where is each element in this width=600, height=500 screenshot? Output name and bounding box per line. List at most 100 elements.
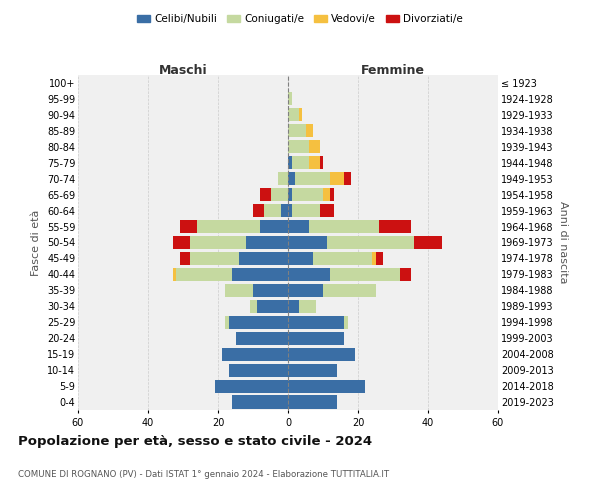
Bar: [288, 268, 330, 281]
Bar: [173, 268, 288, 281]
Bar: [288, 332, 344, 345]
Bar: [197, 220, 288, 233]
Bar: [271, 188, 288, 201]
Bar: [288, 284, 323, 297]
Bar: [190, 252, 288, 265]
Bar: [288, 284, 376, 297]
Bar: [250, 300, 288, 313]
Bar: [235, 332, 288, 345]
Bar: [288, 316, 347, 329]
Bar: [288, 220, 410, 233]
Bar: [288, 364, 337, 376]
Bar: [288, 204, 320, 217]
Bar: [263, 204, 288, 217]
Bar: [288, 300, 316, 313]
Bar: [229, 364, 288, 376]
Bar: [225, 316, 288, 329]
Bar: [253, 204, 288, 217]
Bar: [225, 284, 288, 297]
Bar: [288, 236, 326, 249]
Bar: [221, 348, 288, 360]
Bar: [288, 396, 337, 408]
Bar: [197, 220, 288, 233]
Bar: [288, 380, 365, 392]
Bar: [288, 252, 313, 265]
Bar: [173, 236, 288, 249]
Bar: [288, 220, 379, 233]
Bar: [246, 236, 288, 249]
Bar: [288, 364, 337, 376]
Bar: [179, 252, 288, 265]
Bar: [288, 348, 355, 360]
Bar: [232, 268, 288, 281]
Bar: [288, 220, 379, 233]
Bar: [288, 236, 442, 249]
Bar: [221, 348, 288, 360]
Bar: [288, 284, 376, 297]
Bar: [221, 348, 288, 360]
Bar: [239, 252, 288, 265]
Bar: [288, 332, 344, 345]
Bar: [235, 332, 288, 345]
Text: COMUNE DI ROGNANO (PV) - Dati ISTAT 1° gennaio 2024 - Elaborazione TUTTITALIA.IT: COMUNE DI ROGNANO (PV) - Dati ISTAT 1° g…: [18, 470, 389, 479]
Bar: [288, 156, 320, 170]
Bar: [288, 92, 292, 106]
Bar: [257, 300, 288, 313]
Bar: [288, 156, 292, 170]
Bar: [288, 396, 337, 408]
Bar: [288, 140, 320, 153]
Bar: [288, 188, 330, 201]
Bar: [288, 172, 351, 185]
Bar: [260, 220, 288, 233]
Bar: [288, 268, 410, 281]
Bar: [288, 236, 414, 249]
Bar: [288, 332, 344, 345]
Bar: [288, 300, 299, 313]
Y-axis label: Anni di nascita: Anni di nascita: [557, 201, 568, 284]
Bar: [277, 172, 288, 185]
Bar: [288, 348, 355, 360]
Bar: [288, 172, 330, 185]
Bar: [288, 284, 376, 297]
Legend: Celibi/Nubili, Coniugati/e, Vedovi/e, Divorziati/e: Celibi/Nubili, Coniugati/e, Vedovi/e, Di…: [133, 10, 467, 29]
Bar: [288, 172, 344, 185]
Bar: [288, 220, 309, 233]
Bar: [288, 252, 383, 265]
Bar: [288, 380, 365, 392]
Bar: [277, 172, 288, 185]
Bar: [288, 108, 302, 122]
Bar: [260, 188, 288, 201]
Bar: [288, 316, 347, 329]
Text: Femmine: Femmine: [361, 64, 425, 76]
Bar: [288, 124, 313, 138]
Bar: [288, 380, 365, 392]
Bar: [288, 204, 334, 217]
Bar: [288, 316, 347, 329]
Bar: [235, 332, 288, 345]
Bar: [250, 300, 288, 313]
Bar: [232, 396, 288, 408]
Bar: [288, 300, 316, 313]
Bar: [277, 172, 288, 185]
Bar: [288, 268, 400, 281]
Bar: [288, 348, 355, 360]
Y-axis label: Fasce di età: Fasce di età: [31, 210, 41, 276]
Text: Popolazione per età, sesso e stato civile - 2024: Popolazione per età, sesso e stato civil…: [18, 435, 372, 448]
Bar: [288, 348, 355, 360]
Bar: [288, 140, 320, 153]
Bar: [271, 188, 288, 201]
Bar: [215, 380, 288, 392]
Bar: [235, 332, 288, 345]
Bar: [288, 300, 316, 313]
Bar: [288, 396, 337, 408]
Bar: [263, 204, 288, 217]
Bar: [288, 188, 323, 201]
Text: Maschi: Maschi: [158, 64, 208, 76]
Bar: [229, 364, 288, 376]
Bar: [253, 284, 288, 297]
Bar: [225, 316, 288, 329]
Bar: [288, 204, 320, 217]
Bar: [288, 396, 337, 408]
Bar: [176, 268, 288, 281]
Bar: [190, 252, 288, 265]
